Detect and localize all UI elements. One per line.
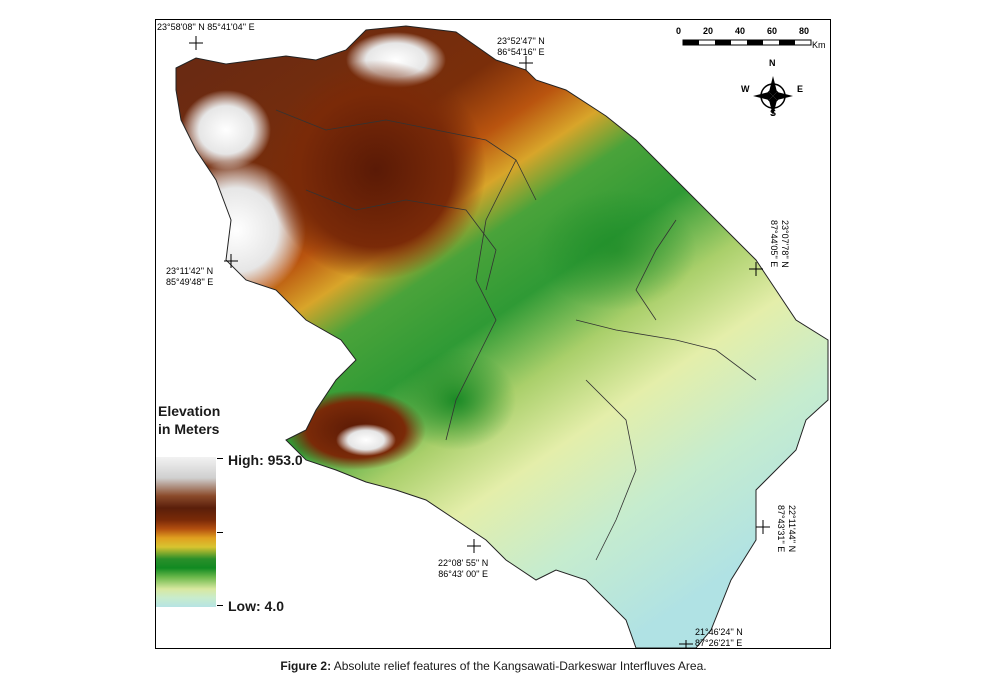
marker-bottom-right [679, 640, 693, 648]
scale-unit: Km [812, 40, 826, 50]
coord-top-center: 23°52'47'' N 86°54'16'' E [497, 36, 545, 58]
high-elevation-area-northwest [181, 90, 271, 170]
map-frame [155, 19, 831, 649]
scale-bar [682, 39, 812, 46]
scale-tick-60: 60 [767, 26, 778, 36]
legend-title-line1: Elevation [158, 403, 221, 419]
compass-s: S [770, 108, 777, 118]
brown-highlands [266, 60, 486, 280]
coord-top-center-lon: 86°54'16'' E [497, 47, 545, 57]
caption-label: Figure 2: [280, 659, 332, 673]
coord-bottom-center-lon: 86°43' 00'' E [438, 569, 489, 579]
green-band-east [536, 190, 696, 310]
legend-high-label: High: 953.0 [228, 452, 303, 468]
legend-low-label: Low: 4.0 [228, 598, 285, 614]
compass-w: W [741, 84, 750, 94]
figure-caption: Figure 2: Absolute relief features of th… [0, 659, 987, 673]
marker-top-center [519, 56, 533, 70]
coord-bottom-right: 21°46'24'' N 87°26'21'' E [695, 627, 743, 649]
legend-color-ramp [156, 457, 216, 607]
marker-bottom-center [467, 539, 481, 553]
coordinate-markers [189, 36, 770, 648]
relief-surface [176, 26, 828, 648]
elevation-map[interactable] [156, 20, 831, 649]
scale-tick-40: 40 [735, 26, 746, 36]
coord-bottom-right-lat: 21°46'24'' N [695, 627, 743, 637]
coord-right-lower-lon: 87°43'31'' E [776, 505, 786, 553]
north-arrow [753, 76, 793, 116]
marker-top-left [189, 36, 203, 50]
scale-tick-0: 0 [676, 26, 682, 36]
caption-text: Absolute relief features of the Kangsawa… [331, 659, 707, 673]
coord-bottom-center: 22°08' 55'' N 86°43' 00'' E [438, 558, 488, 580]
coord-right-upper-lat: 23°07'78'' N [780, 220, 790, 268]
coord-left-mid: 23°11'42'' N 85°49'48'' E [166, 266, 213, 288]
legend-title-line2: in Meters [158, 421, 220, 437]
scale-tick-80: 80 [799, 26, 810, 36]
coord-right-lower-lat: 22°11'44'' N [787, 505, 797, 553]
coord-right-upper-lon: 87°44'05'' E [769, 220, 779, 268]
coord-top-left: 23°58'08'' N 85°41'04'' E [157, 22, 255, 33]
legend-tick-low [217, 605, 223, 606]
marker-right-lower [756, 520, 770, 534]
coord-bottom-right-lon: 87°26'21'' E [695, 638, 743, 648]
coord-top-center-lat: 23°52'47'' N [497, 36, 545, 46]
marker-left-mid [224, 254, 238, 268]
legend-tick-high [217, 458, 223, 459]
compass-e: E [797, 84, 804, 94]
district-boundaries [275, 109, 757, 561]
coord-top-left-text: 23°58'08'' N 85°41'04'' E [157, 22, 255, 32]
legend-tick-mid [217, 532, 223, 533]
southwest-peaks [336, 424, 396, 456]
coord-right-lower: 22°11'44'' N 87°43'31'' E [775, 505, 797, 552]
legend-title: Elevation in Meters [158, 402, 220, 438]
scale-tick-20: 20 [703, 26, 714, 36]
coord-right-upper: 23°07'78'' N 87°44'05'' E [768, 220, 790, 268]
marker-right-upper [749, 262, 763, 276]
compass-n: N [769, 58, 776, 68]
coord-bottom-center-lat: 22°08' 55'' N [438, 558, 489, 568]
coord-left-mid-lon: 85°49'48'' E [166, 277, 214, 287]
coord-left-mid-lat: 23°11'42'' N [166, 266, 214, 276]
region-boundary [175, 25, 829, 648]
